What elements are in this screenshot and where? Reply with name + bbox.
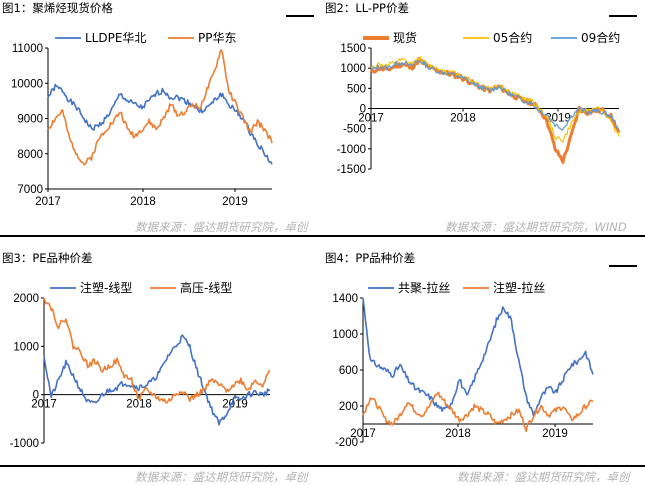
y-tick-label: 200	[339, 401, 358, 413]
legend-label: PP华东	[198, 31, 236, 45]
y-tick-label: 7000	[17, 184, 43, 196]
y-tick-label: 1500	[340, 43, 366, 55]
y-tick-label: 2000	[13, 293, 39, 305]
x-tick-label: 2018	[130, 196, 156, 208]
legend-label: 注塑-线型	[80, 280, 132, 295]
x-tick-label: 2018	[126, 399, 152, 411]
y-tick-label: 8000	[17, 149, 43, 161]
source-note: 数据来源：盛达期货研究院，卓创	[135, 470, 308, 484]
legend-label: 高压-线型	[180, 280, 232, 295]
y-tick-label: 1000	[13, 341, 39, 353]
x-tick-label: 2018	[445, 428, 471, 440]
source-note: 数据来源：盛达期货研究院，卓创	[457, 470, 630, 484]
divider	[0, 235, 645, 237]
y-tick-label: 0	[360, 104, 366, 116]
y-tick-label: 9000	[17, 114, 43, 126]
chart-1: 7000 8000 9000 10000 11000 2017 2018 2019 LLDPE华…	[11, 31, 273, 208]
series-line	[362, 297, 594, 417]
y-tick-label: -1000	[10, 438, 39, 450]
series-line	[370, 59, 620, 131]
y-tick-label: 10000	[11, 78, 43, 90]
y-tick-label: -200	[335, 437, 358, 449]
chart-2-title: 图2：LL-PP价差	[325, 1, 409, 15]
series-line	[362, 391, 594, 433]
x-tick-label: 2019	[222, 399, 248, 411]
x-tick-label: 2019	[222, 196, 248, 208]
series-line	[43, 297, 271, 404]
y-tick-label: 1000	[340, 63, 366, 75]
title-rule	[609, 15, 637, 17]
x-tick-label: 2017	[358, 113, 384, 125]
chart-1-title: 图1：聚烯烃现货价格	[2, 1, 113, 15]
panel-2: 图2：LL-PP价差 -1500 -1000 -500 0 500 1000 1500 201…	[323, 0, 645, 230]
y-tick-label: -1000	[337, 144, 366, 156]
legend-label: 09合约	[581, 30, 620, 45]
legend-label: LLDPE华北	[85, 31, 146, 45]
legend-label: 05合约	[493, 30, 532, 45]
x-tick-label: 2017	[35, 196, 61, 208]
chart-3: -1000 0 1000 2000 2017 2018 2019 注塑-线型 高压-线型	[10, 280, 271, 450]
series-line	[370, 56, 620, 143]
x-tick-label: 2017	[350, 428, 376, 440]
y-tick-label: -1500	[337, 164, 366, 176]
x-tick-label: 2017	[31, 399, 57, 411]
title-rule	[609, 265, 637, 267]
series-line	[43, 334, 271, 426]
panel-1: 图1：聚烯烃现货价格 7000 8000 9000 10000 11000 2017 201…	[0, 0, 322, 230]
source-note: 数据来源：盛达期货研究院，卓创	[135, 220, 308, 234]
divider	[0, 465, 645, 467]
source-note: 数据来源：盛达期货研究院，WIND	[445, 220, 627, 234]
chart-3-title: 图3：PE品种价差	[2, 251, 93, 265]
y-tick-label: 600	[339, 365, 358, 377]
chart-4-title: 图4：PP品种价差	[325, 251, 416, 265]
y-tick-label: 1000	[332, 329, 358, 341]
x-tick-label: 2019	[542, 428, 568, 440]
legend-label: 共聚-拉丝	[398, 280, 450, 295]
chart-4: -200 200 600 1000 1400 2017 2018 2019 共聚-拉丝 注塑-拉丝	[332, 280, 594, 449]
legend-label: 注塑-拉丝	[493, 280, 545, 295]
y-tick-label: 1400	[332, 293, 358, 305]
series-line	[369, 57, 621, 164]
x-tick-label: 2018	[450, 113, 476, 125]
y-tick-label: 500	[347, 83, 366, 95]
y-tick-label: -500	[343, 124, 366, 136]
panel-4: 图4：PP品种价差 -200 200 600 1000 1400 2017 2018 2019…	[323, 250, 645, 480]
y-tick-label: 0	[33, 390, 39, 402]
title-rule	[286, 15, 314, 17]
y-tick-label: 11000	[12, 43, 43, 55]
series-line	[47, 83, 273, 165]
series-line	[47, 49, 273, 166]
panel-3: 图3：PE品种价差 -1000 0 1000 2000 2017 2018 2019 注塑-线…	[0, 250, 322, 480]
legend-label: 现货	[393, 30, 417, 45]
